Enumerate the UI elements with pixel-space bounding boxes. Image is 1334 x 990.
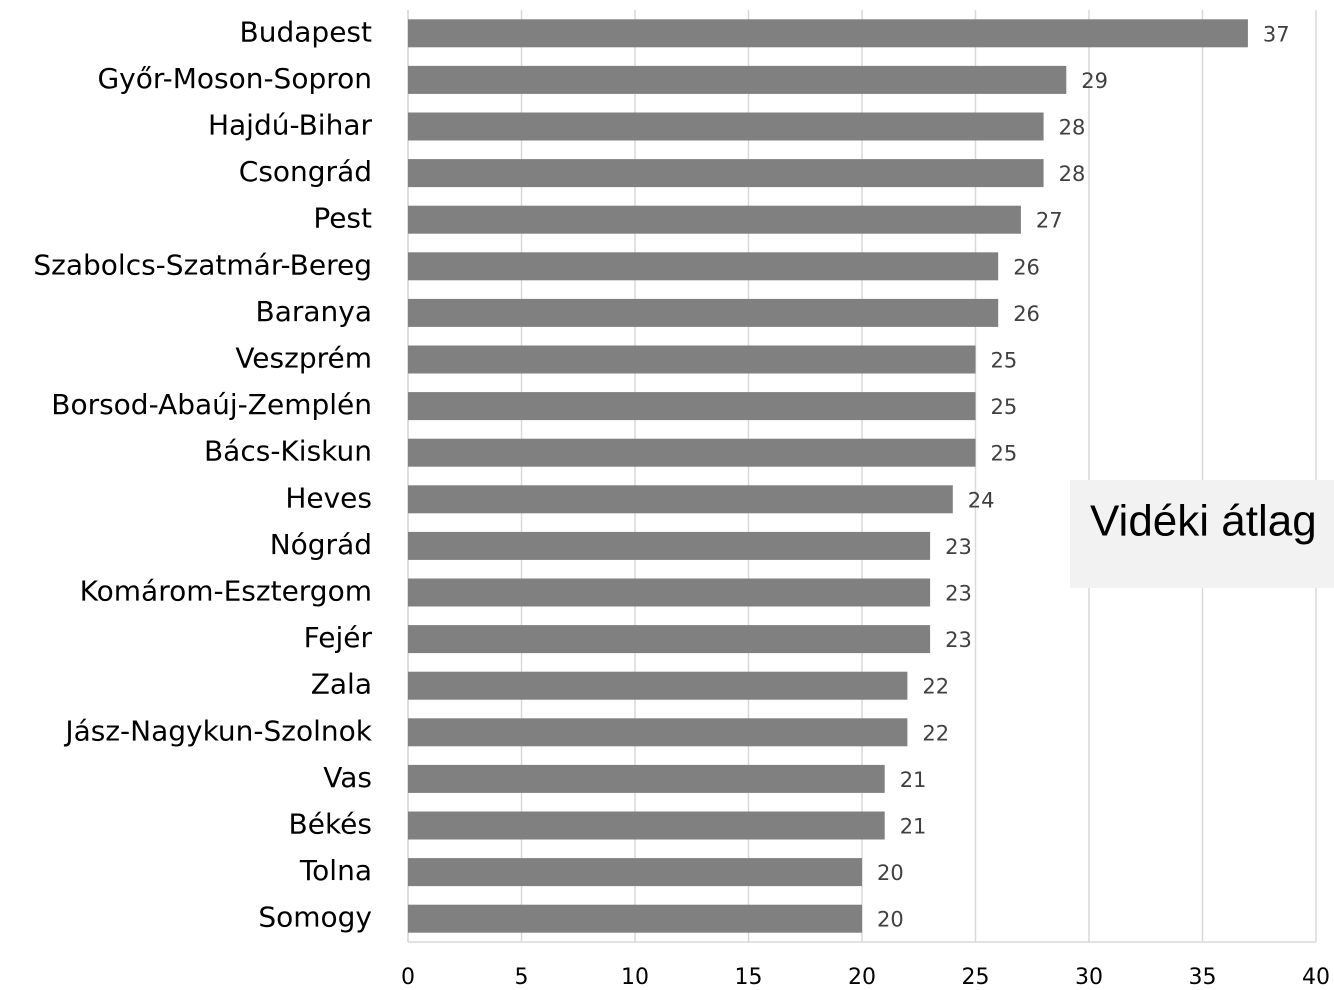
data-label: 25 bbox=[991, 349, 1018, 373]
bar bbox=[408, 764, 885, 793]
bar bbox=[408, 578, 931, 607]
x-tick-label: 25 bbox=[962, 965, 990, 990]
y-tick-label: Győr-Moson-Sopron bbox=[97, 62, 372, 95]
bar bbox=[408, 485, 953, 514]
x-tick-label: 40 bbox=[1302, 965, 1330, 990]
bar bbox=[408, 65, 1067, 94]
y-tick-label: Jász-Nagykun-Szolnok bbox=[63, 714, 372, 747]
bar bbox=[408, 904, 862, 933]
y-tick-label: Budapest bbox=[240, 15, 372, 48]
bar bbox=[408, 718, 908, 747]
data-label: 22 bbox=[922, 675, 949, 699]
x-tick-label: 20 bbox=[848, 965, 876, 990]
y-tick-label: Veszprém bbox=[235, 342, 372, 375]
y-tick-label: Pest bbox=[313, 202, 372, 235]
data-label: 20 bbox=[877, 861, 904, 885]
bar bbox=[408, 531, 931, 560]
data-label: 25 bbox=[991, 395, 1018, 419]
data-label: 23 bbox=[945, 582, 972, 606]
bar bbox=[408, 112, 1044, 141]
y-tick-label: Borsod-Abaúj-Zemplén bbox=[51, 388, 372, 421]
bar bbox=[408, 205, 1021, 234]
data-label: 24 bbox=[968, 488, 995, 512]
y-tick-label: Fejér bbox=[304, 621, 373, 654]
y-tick-label: Hajdú-Bihar bbox=[208, 109, 373, 142]
bar bbox=[408, 671, 908, 700]
data-label: 28 bbox=[1059, 116, 1086, 140]
bar bbox=[408, 298, 999, 327]
bar bbox=[408, 811, 885, 840]
y-tick-label: Bács-Kiskun bbox=[204, 435, 372, 468]
bar bbox=[408, 159, 1044, 188]
data-label: 23 bbox=[945, 535, 972, 559]
x-tick-label: 10 bbox=[621, 965, 649, 990]
data-label: 26 bbox=[1013, 255, 1040, 279]
y-tick-label: Heves bbox=[285, 481, 372, 514]
y-tick-label: Baranya bbox=[255, 295, 372, 328]
x-tick-label: 0 bbox=[401, 965, 415, 990]
annotation: Vidéki átlag bbox=[1090, 497, 1317, 546]
y-tick-label: Csongrád bbox=[239, 155, 372, 188]
data-label: 25 bbox=[991, 442, 1018, 466]
data-label: 37 bbox=[1263, 22, 1290, 46]
bar bbox=[408, 345, 976, 374]
data-label: 21 bbox=[900, 815, 927, 839]
y-tick-label: Békés bbox=[289, 808, 372, 841]
bar bbox=[408, 625, 931, 654]
y-tick-label: Komárom-Esztergom bbox=[80, 575, 372, 608]
y-tick-label: Zala bbox=[311, 668, 372, 701]
bar bbox=[408, 392, 976, 421]
bar bbox=[408, 19, 1248, 48]
bar bbox=[408, 858, 862, 887]
data-label: 20 bbox=[877, 908, 904, 932]
x-tick-label: 30 bbox=[1075, 965, 1103, 990]
y-tick-label: Nógrád bbox=[270, 528, 372, 561]
y-tick-label: Somogy bbox=[258, 901, 372, 934]
data-label: 21 bbox=[900, 768, 927, 792]
data-label: 22 bbox=[922, 721, 949, 745]
x-tick-label: 15 bbox=[735, 965, 763, 990]
bar bbox=[408, 438, 976, 467]
data-label: 26 bbox=[1013, 302, 1040, 326]
bar bbox=[408, 252, 999, 281]
annotation-box bbox=[1070, 480, 1334, 588]
x-tick-label: 5 bbox=[515, 965, 529, 990]
data-label: 29 bbox=[1081, 69, 1108, 93]
y-tick-label: Szabolcs-Szatmár-Bereg bbox=[33, 248, 372, 281]
x-tick-label: 35 bbox=[1189, 965, 1217, 990]
y-tick-label: Vas bbox=[323, 761, 372, 794]
data-label: 27 bbox=[1036, 209, 1063, 233]
data-label: 28 bbox=[1059, 162, 1086, 186]
data-label: 23 bbox=[945, 628, 972, 652]
y-tick-label: Tolna bbox=[299, 854, 372, 887]
